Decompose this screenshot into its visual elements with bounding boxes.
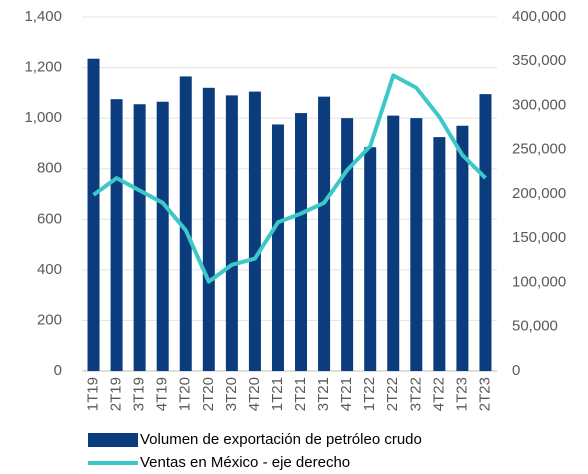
bar <box>87 58 100 371</box>
bar <box>202 87 215 372</box>
y-tick-label: 0 <box>54 362 62 379</box>
bar <box>156 101 169 371</box>
bar <box>341 118 354 372</box>
bar <box>433 137 446 371</box>
y-tick-label: 400 <box>37 261 62 278</box>
x-tick-label: 1T23 <box>453 377 470 411</box>
x-tick-label: 2T22 <box>384 377 401 411</box>
bar <box>364 147 377 371</box>
y-tick-label: 800 <box>37 160 62 177</box>
y2-tick-label: 200,000 <box>512 185 566 202</box>
x-tick-label: 1T21 <box>269 377 286 411</box>
line <box>92 73 487 284</box>
x-tick-label: 3T19 <box>131 377 148 411</box>
y2-tick-label: 400,000 <box>512 8 566 25</box>
bar <box>248 91 261 371</box>
x-tick-label: 2T20 <box>200 377 217 411</box>
x-tick-label: 4T22 <box>430 377 447 411</box>
bar <box>110 99 123 371</box>
y2-tick-label: 250,000 <box>512 141 566 158</box>
y-tick-label: 1,400 <box>24 8 62 25</box>
bar <box>479 94 492 371</box>
bar <box>318 96 331 372</box>
x-tick-label: 4T21 <box>338 377 355 411</box>
y-tick-label: 1,000 <box>24 109 62 126</box>
x-tick-label: 4T19 <box>154 377 171 411</box>
y2-tick-label: 350,000 <box>512 52 566 69</box>
y2-tick-label: 300,000 <box>512 96 566 113</box>
bar <box>133 104 146 371</box>
bar <box>387 115 400 371</box>
y-tick-label: 600 <box>37 210 62 227</box>
x-tick-label: 4T20 <box>246 377 263 411</box>
x-tick-label: 3T22 <box>407 377 424 411</box>
bar <box>225 95 238 371</box>
legend-swatch <box>88 433 138 447</box>
y2-tick-label: 50,000 <box>512 318 558 335</box>
y2-tick-label: 150,000 <box>512 229 566 246</box>
x-tick-label: 1T20 <box>177 377 194 411</box>
y2-tick-label: 100,000 <box>512 273 566 290</box>
y-tick-label: 1,200 <box>24 59 62 76</box>
legend-label: Ventas en México - eje derecho <box>140 454 350 471</box>
x-tick-label: 3T21 <box>315 377 332 411</box>
x-tick-label: 1T19 <box>84 377 101 411</box>
bar <box>179 76 192 372</box>
x-tick-label: 1T22 <box>361 377 378 411</box>
y2-tick-label: 0 <box>512 362 520 379</box>
y-tick-label: 200 <box>37 311 62 328</box>
legend: Volumen de exportación de petróleo crudo… <box>88 431 422 471</box>
x-tick-label: 2T19 <box>108 377 125 411</box>
legend-label: Volumen de exportación de petróleo crudo <box>140 431 422 448</box>
x-tick-label: 2T23 <box>476 377 493 411</box>
x-tick-label: 3T20 <box>223 377 240 411</box>
bar <box>410 118 423 372</box>
bar <box>456 125 469 371</box>
bar <box>295 113 308 371</box>
x-tick-label: 2T21 <box>292 377 309 411</box>
bar <box>271 124 284 371</box>
